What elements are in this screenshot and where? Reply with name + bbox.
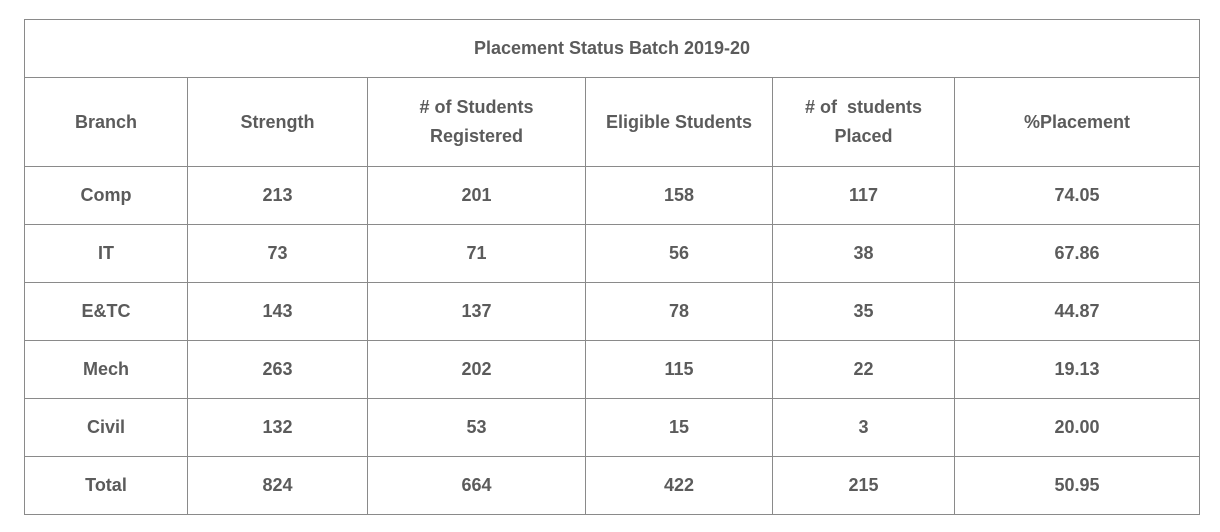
cell-registered: 137 — [367, 282, 586, 341]
table-row: E&TC 143 137 78 35 44.87 — [24, 282, 1201, 341]
cell-eligible: 56 — [585, 224, 773, 283]
header-percent-placement: %Placement — [953, 77, 1201, 167]
header-branch: Branch — [24, 77, 188, 167]
cell-percent: 20.00 — [953, 398, 1201, 457]
cell-percent: 50.95 — [953, 456, 1201, 515]
table-row: IT 73 71 56 38 67.86 — [24, 224, 1201, 283]
cell-percent: 19.13 — [953, 340, 1201, 399]
cell-eligible: 158 — [585, 166, 773, 225]
cell-eligible: 422 — [585, 456, 773, 515]
table-row: Mech 263 202 115 22 19.13 — [24, 340, 1201, 399]
cell-branch: Mech — [24, 340, 188, 399]
cell-strength: 213 — [187, 166, 368, 225]
cell-placed: 35 — [772, 282, 955, 341]
table-total-row: Total 824 664 422 215 50.95 — [24, 456, 1201, 515]
cell-registered: 53 — [367, 398, 586, 457]
header-eligible-students: Eligible Students — [585, 77, 773, 167]
cell-placed: 22 — [772, 340, 955, 399]
cell-percent: 74.05 — [953, 166, 1201, 225]
table-row: Comp 213 201 158 117 74.05 — [24, 166, 1201, 225]
cell-strength: 263 — [187, 340, 368, 399]
cell-strength: 132 — [187, 398, 368, 457]
cell-eligible: 15 — [585, 398, 773, 457]
header-label-line2: Placed — [834, 126, 893, 146]
cell-registered: 664 — [367, 456, 586, 515]
cell-registered: 201 — [367, 166, 586, 225]
cell-branch: Comp — [24, 166, 188, 225]
header-students-placed: # of students Placed — [772, 77, 955, 167]
cell-placed: 38 — [772, 224, 955, 283]
cell-eligible: 78 — [585, 282, 773, 341]
placement-table-container: Placement Status Batch 2019-20 Branch St… — [23, 19, 1201, 515]
table-title: Placement Status Batch 2019-20 — [23, 19, 1201, 78]
placement-status-table: Placement Status Batch 2019-20 Branch St… — [23, 19, 1201, 515]
cell-branch: E&TC — [24, 282, 188, 341]
cell-branch: Total — [24, 456, 188, 515]
header-students-registered: # of Students Registered — [367, 77, 586, 167]
cell-percent: 44.87 — [953, 282, 1201, 341]
cell-branch: IT — [24, 224, 188, 283]
table-title-row: Placement Status Batch 2019-20 — [23, 19, 1201, 78]
header-strength: Strength — [187, 77, 368, 167]
header-label: Eligible Students — [605, 111, 752, 132]
header-label-line1: # of students — [804, 97, 922, 117]
cell-strength: 824 — [187, 456, 368, 515]
cell-branch: Civil — [24, 398, 188, 457]
cell-percent: 67.86 — [953, 224, 1201, 283]
cell-strength: 143 — [187, 282, 368, 341]
header-label: Branch — [74, 111, 137, 132]
cell-eligible: 115 — [585, 340, 773, 399]
cell-placed: 215 — [772, 456, 955, 515]
header-label: Strength — [240, 111, 315, 132]
header-label-line1: # of Students — [419, 97, 534, 117]
table-header-row: Branch Strength # of Students Registered … — [24, 77, 1201, 167]
cell-placed: 3 — [772, 398, 955, 457]
header-label: %Placement — [1023, 111, 1131, 132]
cell-strength: 73 — [187, 224, 368, 283]
cell-placed: 117 — [772, 166, 955, 225]
table-row: Civil 132 53 15 3 20.00 — [24, 398, 1201, 457]
header-label-line2: Registered — [429, 126, 524, 146]
cell-registered: 71 — [367, 224, 586, 283]
cell-registered: 202 — [367, 340, 586, 399]
